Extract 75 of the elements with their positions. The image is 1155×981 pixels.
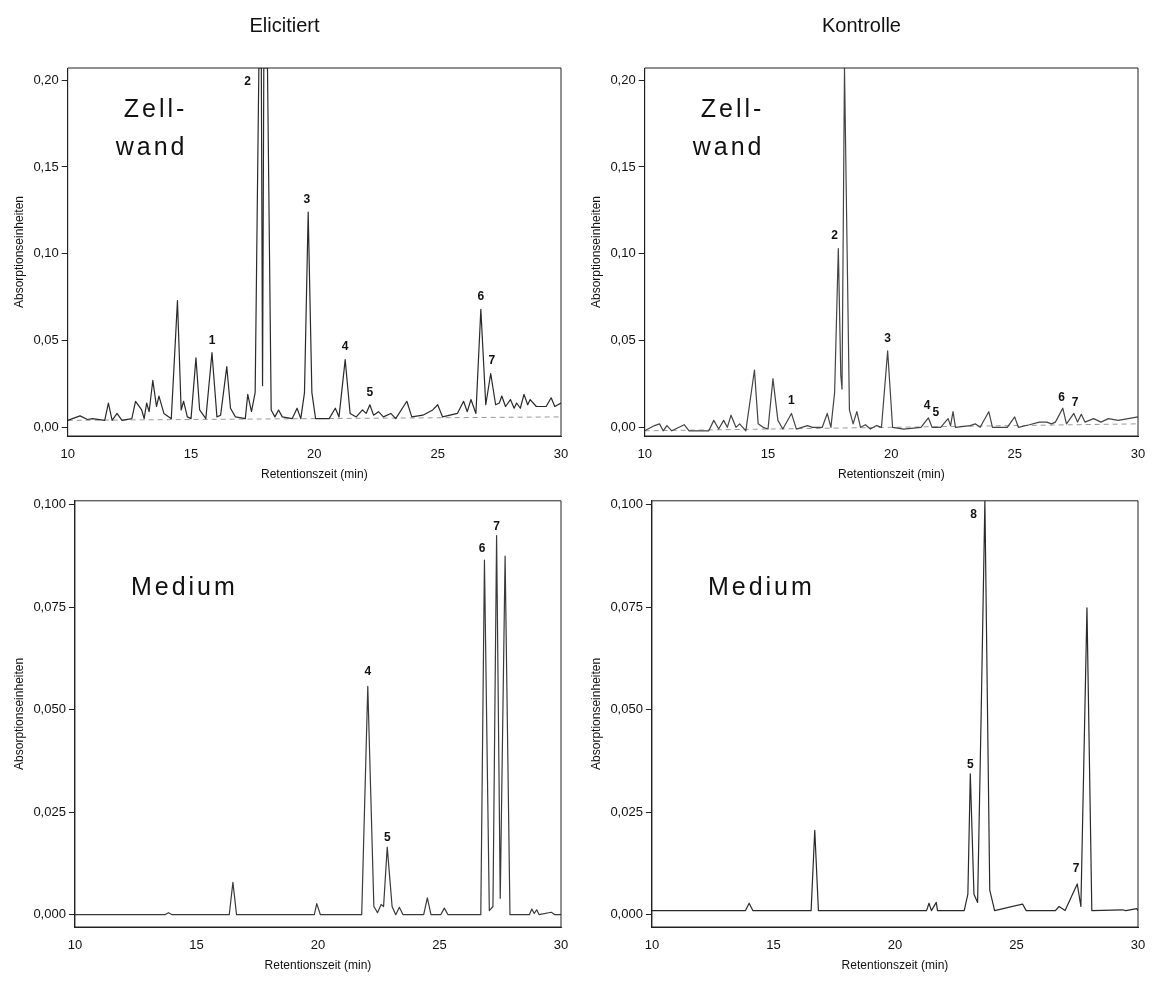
y-tick-label: 0,100: [33, 496, 66, 512]
y-tick-label: 0,00: [33, 418, 59, 434]
annotation: Zell- wand: [114, 94, 188, 161]
annotation: 6: [477, 289, 485, 304]
x-tick-label: 15: [183, 446, 199, 462]
annotation: 6: [478, 541, 486, 556]
chart-title: Kontrolle: [822, 13, 901, 36]
y-tick-label: 0,025: [33, 803, 66, 819]
x-axis-title: Retentionszeit (min): [260, 467, 368, 482]
x-tick-label: 25: [1007, 446, 1022, 462]
x-tick-label: 20: [307, 446, 322, 462]
x-tick-label: 20: [884, 446, 899, 462]
annotation: 5: [383, 830, 391, 845]
x-axis-title: Retentionszeit (min): [264, 958, 372, 973]
x-tick-label: 25: [430, 446, 445, 462]
x-axis-title: Retentionszeit (min): [837, 467, 945, 482]
annotation: 5: [966, 757, 974, 772]
y-tick-label: 0,075: [33, 598, 66, 614]
chart-title: Elicitiert: [249, 13, 320, 36]
annotation: 5: [932, 405, 940, 420]
x-tick-label: 10: [644, 937, 660, 953]
annotation: Medium: [707, 572, 815, 601]
annotation: 6: [1058, 389, 1066, 404]
annotation: 7: [1072, 861, 1080, 876]
annotation: 4: [364, 664, 372, 679]
y-tick-label: 0,10: [33, 245, 59, 261]
x-tick-label: 25: [1009, 937, 1024, 953]
y-tick-label: 0,050: [610, 701, 643, 717]
y-tick-label: 0,10: [610, 245, 636, 261]
y-tick-label: 0,15: [610, 158, 636, 174]
annotation: Zell- wand: [691, 94, 765, 161]
y-tick-label: 0,05: [610, 332, 636, 348]
x-tick-label: 15: [766, 937, 781, 953]
annotation: 4: [923, 398, 931, 413]
x-tick-label: 30: [1130, 446, 1146, 462]
x-axis-title: Retentionszeit (min): [841, 958, 949, 973]
annotation: 7: [493, 518, 501, 533]
x-tick-label: 20: [887, 937, 903, 953]
annotation: 3: [884, 330, 892, 345]
y-axis-title: Absorptionseinheiten: [11, 195, 26, 309]
y-tick-label: 0,05: [33, 332, 59, 348]
annotation: 7: [1071, 395, 1079, 410]
x-tick-label: 15: [760, 446, 776, 462]
annotation: 3: [303, 191, 311, 206]
x-tick-label: 10: [67, 937, 83, 953]
y-tick-label: 0,00: [610, 418, 636, 434]
x-tick-label: 15: [189, 937, 204, 953]
y-tick-label: 0,15: [33, 158, 59, 174]
y-tick-label: 0,20: [33, 71, 59, 87]
y-tick-label: 0,050: [33, 701, 66, 717]
x-tick-label: 30: [553, 446, 569, 462]
annotation: 2: [831, 228, 839, 243]
y-axis-title: Absorptionseinheiten: [588, 657, 603, 770]
y-tick-label: 0,000: [33, 906, 66, 922]
annotation: Medium: [130, 572, 238, 601]
annotation: 4: [341, 339, 349, 354]
y-tick-label: 0,025: [610, 803, 643, 819]
x-tick-label: 30: [553, 937, 569, 953]
annotation: 1: [208, 332, 216, 347]
y-tick-label: 0,000: [610, 906, 643, 922]
annotation: 8: [970, 507, 978, 522]
y-axis-title: Absorptionseinheiten: [11, 657, 26, 770]
y-tick-label: 0,20: [610, 71, 636, 87]
x-tick-label: 30: [1130, 937, 1146, 953]
x-tick-label: 10: [60, 446, 75, 462]
annotation: 2: [244, 74, 252, 89]
y-tick-label: 0,075: [610, 598, 643, 614]
annotation: 7: [488, 353, 496, 368]
y-tick-label: 0,100: [610, 496, 643, 512]
annotation: 1: [788, 393, 796, 408]
x-tick-label: 25: [432, 937, 447, 953]
x-tick-label: 10: [637, 446, 652, 462]
annotation: 5: [366, 384, 374, 399]
y-axis-title: Absorptionseinheiten: [588, 195, 603, 309]
x-tick-label: 20: [310, 937, 326, 953]
